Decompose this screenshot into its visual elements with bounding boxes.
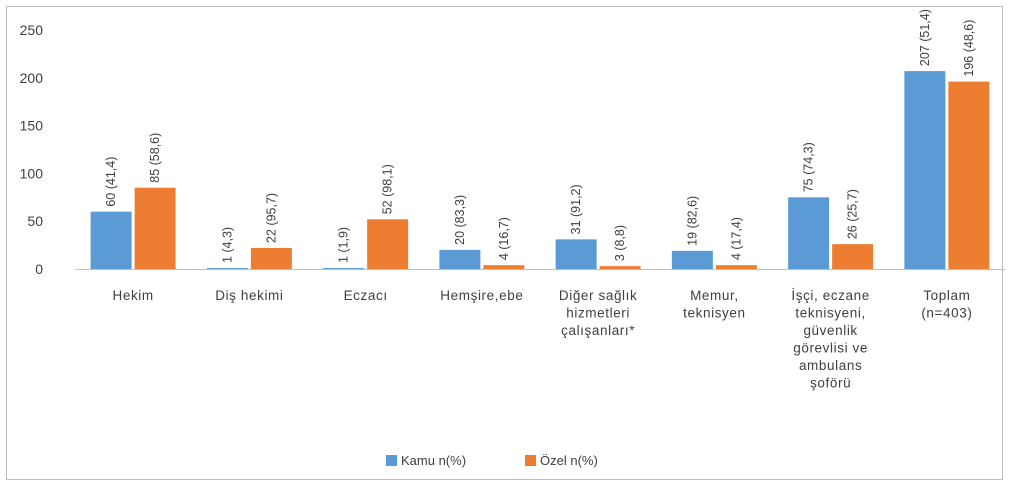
x-tick-label: çalışanları* bbox=[561, 323, 635, 338]
bar bbox=[250, 247, 292, 269]
bars bbox=[90, 71, 990, 270]
x-tick-label: hizmetleri bbox=[566, 306, 630, 321]
bar bbox=[439, 249, 481, 269]
x-tick-label: Memur, bbox=[690, 288, 739, 303]
data-label: 85 (58,6) bbox=[148, 133, 162, 183]
legend-swatch bbox=[386, 455, 397, 466]
legend-label: Özel n(%) bbox=[540, 453, 598, 468]
data-labels: 60 (41,4) 85 (58,6) 1 (4,3) 22 (95,7) 1 (1,9… bbox=[104, 9, 976, 263]
x-tick-label: ambulans bbox=[799, 358, 862, 373]
bar bbox=[671, 250, 713, 269]
bar bbox=[323, 268, 365, 269]
x-tick-label: Toplam bbox=[923, 288, 970, 303]
bar bbox=[599, 266, 641, 269]
data-label: 31 (91,2) bbox=[569, 184, 583, 234]
legend-swatch bbox=[525, 455, 536, 466]
x-tick-label: (n=403) bbox=[921, 306, 972, 321]
bar bbox=[715, 265, 757, 269]
x-tick-label: görevlisi ve bbox=[793, 341, 868, 356]
y-tick-label: 250 bbox=[20, 22, 44, 38]
data-label: 196 (48,6) bbox=[962, 20, 976, 77]
data-label: 3 (8,8) bbox=[613, 225, 627, 261]
category-labels: Hekim Diş hekimi Eczacı Hemşire,ebe Diğer sa… bbox=[112, 288, 972, 391]
data-label: 75 (74,3) bbox=[802, 142, 816, 192]
data-label: 20 (83,3) bbox=[453, 195, 467, 245]
bar bbox=[483, 265, 525, 269]
data-label: 22 (95,7) bbox=[264, 193, 278, 243]
data-label: 60 (41,4) bbox=[104, 157, 118, 207]
x-tick-label: Eczacı bbox=[344, 288, 388, 303]
bar bbox=[832, 244, 874, 269]
bar bbox=[948, 81, 990, 270]
legend: Kamu n(%) Özel n(%) bbox=[386, 453, 598, 468]
y-tick-label: 150 bbox=[20, 118, 44, 134]
data-label: 1 (4,3) bbox=[220, 227, 234, 263]
data-label: 19 (82,6) bbox=[685, 196, 699, 246]
data-label: 4 (16,7) bbox=[497, 217, 511, 260]
x-tick-label: Hekim bbox=[112, 288, 153, 303]
bar bbox=[206, 268, 248, 269]
x-tick-label: teknisyen bbox=[683, 306, 745, 321]
x-tick-label: Hemşire,ebe bbox=[440, 288, 523, 303]
legend-label: Kamu n(%) bbox=[401, 453, 466, 468]
data-label: 52 (98,1) bbox=[381, 164, 395, 214]
y-tick-label: 0 bbox=[35, 261, 43, 277]
x-tick-label: güvenlik bbox=[803, 323, 857, 338]
bar bbox=[788, 197, 830, 269]
bar bbox=[134, 187, 176, 269]
bar bbox=[90, 211, 132, 269]
bar bbox=[555, 239, 597, 269]
data-label: 1 (1,9) bbox=[337, 227, 351, 263]
data-label: 4 (17,4) bbox=[729, 217, 743, 260]
x-tick-label: İşçi, eczane bbox=[791, 288, 869, 303]
x-tick-label: şoförü bbox=[810, 376, 851, 391]
bar bbox=[367, 219, 409, 269]
y-tick-label: 50 bbox=[27, 213, 43, 229]
y-tick-label: 200 bbox=[20, 70, 44, 86]
data-label: 26 (25,7) bbox=[846, 189, 860, 239]
x-tick-label: teknisyeni, bbox=[795, 306, 865, 321]
y-tick-label: 100 bbox=[20, 165, 44, 181]
x-tick-label: Diş hekimi bbox=[215, 288, 283, 303]
x-tick-label: Diğer sağlık bbox=[559, 288, 637, 303]
bar bbox=[904, 71, 946, 269]
axes: 0 50 100 150 200 250 bbox=[20, 22, 1005, 277]
data-label: 207 (51,4) bbox=[918, 9, 932, 66]
